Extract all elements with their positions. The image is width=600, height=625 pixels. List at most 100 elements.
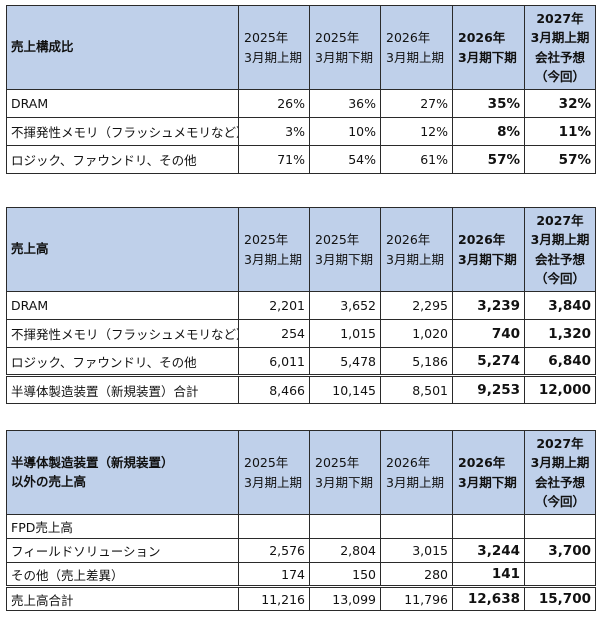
table-row: FPD売上高 xyxy=(6,514,596,539)
cell-value: 12,000 xyxy=(524,374,596,404)
column-header: 2025年 3月期下期 xyxy=(309,207,381,292)
row-label: ロジック、ファウンドリ、その他 xyxy=(6,347,239,376)
column-header: 2025年 3月期上期 xyxy=(238,430,310,515)
table-title: 半導体製造装置（新規装置） 以外の売上高 xyxy=(6,430,239,515)
cell-value: 35% xyxy=(452,89,525,118)
table-row: ロジック、ファウンドリ、その他 71% 54% 61% 57% 57% xyxy=(6,145,596,174)
cell-value: 2,576 xyxy=(238,538,310,563)
header-row: 売上高 2025年 3月期上期 2025年 3月期下期 2026年 3月期上期 202… xyxy=(6,207,596,292)
cell-value xyxy=(524,514,596,539)
column-header: 2025年 3月期下期 xyxy=(309,430,381,515)
cell-value: 8,466 xyxy=(238,374,310,404)
table-row: その他（売上差異） 174 150 280 141 xyxy=(6,562,596,587)
cell-value: 280 xyxy=(380,562,453,587)
row-label: フィールドソリューション xyxy=(6,538,239,563)
header-row: 売上構成比 2025年 3月期上期 2025年 3月期下期 2026年 3月期上期 2… xyxy=(6,5,596,90)
column-header: 2027年 3月期上期 会社予想 （今回） xyxy=(524,207,596,292)
total-row: 売上高合計 11,216 13,099 11,796 12,638 15,700 xyxy=(6,585,596,611)
non-equipment-sales-table: 半導体製造装置（新規装置） 以外の売上高 2025年 3月期上期 2025年 3月期… xyxy=(6,430,596,611)
row-label: FPD売上高 xyxy=(6,514,239,539)
cell-value: 2,201 xyxy=(238,291,310,320)
cell-value: 3,700 xyxy=(524,538,596,563)
sales-composition-table: 売上構成比 2025年 3月期上期 2025年 3月期下期 2026年 3月期上期 2… xyxy=(6,5,596,174)
cell-value: 8,501 xyxy=(380,374,453,404)
cell-value: 12% xyxy=(380,117,453,146)
cell-value: 3,015 xyxy=(380,538,453,563)
cell-value: 5,274 xyxy=(452,347,525,376)
column-header: 2027年 3月期上期 会社予想 （今回） xyxy=(524,5,596,90)
cell-value xyxy=(238,514,310,539)
column-header: 2026年 3月期上期 xyxy=(380,430,453,515)
table-row: 不揮発性メモリ（フラッシュメモリなど） 3% 10% 12% 8% 11% xyxy=(6,117,596,146)
row-label: その他（売上差異） xyxy=(6,562,239,587)
cell-value xyxy=(524,562,596,587)
cell-value: 10,145 xyxy=(309,374,381,404)
row-label: 不揮発性メモリ（フラッシュメモリなど） xyxy=(6,319,239,348)
cell-value: 1,015 xyxy=(309,319,381,348)
cell-value: 2,295 xyxy=(380,291,453,320)
column-header: 2026年 3月期上期 xyxy=(380,5,453,90)
cell-value: 5,186 xyxy=(380,347,453,376)
column-header: 2026年 3月期上期 xyxy=(380,207,453,292)
cell-value: 8% xyxy=(452,117,525,146)
table-row: 不揮発性メモリ（フラッシュメモリなど） 254 1,015 1,020 740 … xyxy=(6,319,596,348)
cell-value: 13,099 xyxy=(309,585,381,611)
table-row: フィールドソリューション 2,576 2,804 3,015 3,244 3,7… xyxy=(6,538,596,563)
cell-value: 3,244 xyxy=(452,538,525,563)
cell-value: 11% xyxy=(524,117,596,146)
column-header: 2027年 3月期上期 会社予想 （今回） xyxy=(524,430,596,515)
cell-value xyxy=(309,514,381,539)
cell-value xyxy=(380,514,453,539)
sales-amount-table: 売上高 2025年 3月期上期 2025年 3月期下期 2026年 3月期上期 202… xyxy=(6,207,596,404)
cell-value: 32% xyxy=(524,89,596,118)
cell-value: 71% xyxy=(238,145,310,174)
cell-value: 27% xyxy=(380,89,453,118)
cell-value: 3,239 xyxy=(452,291,525,320)
cell-value: 5,478 xyxy=(309,347,381,376)
cell-value: 1,020 xyxy=(380,319,453,348)
table-row: DRAM 26% 36% 27% 35% 32% xyxy=(6,89,596,118)
column-header: 2026年 3月期下期 xyxy=(452,430,525,515)
row-label: 不揮発性メモリ（フラッシュメモリなど） xyxy=(6,117,239,146)
column-header: 2025年 3月期下期 xyxy=(309,5,381,90)
cell-value: 141 xyxy=(452,562,525,587)
cell-value: 15,700 xyxy=(524,585,596,611)
cell-value: 57% xyxy=(452,145,525,174)
table-title: 売上構成比 xyxy=(6,5,239,90)
cell-value: 12,638 xyxy=(452,585,525,611)
row-label: DRAM xyxy=(6,291,239,320)
row-label: DRAM xyxy=(6,89,239,118)
cell-value: 11,796 xyxy=(380,585,453,611)
cell-value: 10% xyxy=(309,117,381,146)
cell-value: 3,652 xyxy=(309,291,381,320)
cell-value: 1,320 xyxy=(524,319,596,348)
cell-value: 26% xyxy=(238,89,310,118)
total-row: 半導体製造装置（新規装置）合計 8,466 10,145 8,501 9,253… xyxy=(6,374,596,404)
cell-value: 11,216 xyxy=(238,585,310,611)
header-row: 半導体製造装置（新規装置） 以外の売上高 2025年 3月期上期 2025年 3月期… xyxy=(6,430,596,515)
cell-value: 6,011 xyxy=(238,347,310,376)
cell-value: 740 xyxy=(452,319,525,348)
cell-value: 36% xyxy=(309,89,381,118)
cell-value: 2,804 xyxy=(309,538,381,563)
cell-value: 61% xyxy=(380,145,453,174)
cell-value: 174 xyxy=(238,562,310,587)
table-row: ロジック、ファウンドリ、その他 6,011 5,478 5,186 5,274 … xyxy=(6,347,596,376)
column-header: 2025年 3月期上期 xyxy=(238,5,310,90)
cell-value: 3,840 xyxy=(524,291,596,320)
table-row: DRAM 2,201 3,652 2,295 3,239 3,840 xyxy=(6,291,596,320)
cell-value xyxy=(452,514,525,539)
column-header: 2026年 3月期下期 xyxy=(452,207,525,292)
cell-value: 9,253 xyxy=(452,374,525,404)
cell-value: 6,840 xyxy=(524,347,596,376)
cell-value: 3% xyxy=(238,117,310,146)
row-label: ロジック、ファウンドリ、その他 xyxy=(6,145,239,174)
cell-value: 150 xyxy=(309,562,381,587)
row-label: 売上高合計 xyxy=(6,585,239,611)
column-header: 2026年 3月期下期 xyxy=(452,5,525,90)
cell-value: 54% xyxy=(309,145,381,174)
cell-value: 57% xyxy=(524,145,596,174)
table-title: 売上高 xyxy=(6,207,239,292)
row-label: 半導体製造装置（新規装置）合計 xyxy=(6,374,239,404)
cell-value: 254 xyxy=(238,319,310,348)
